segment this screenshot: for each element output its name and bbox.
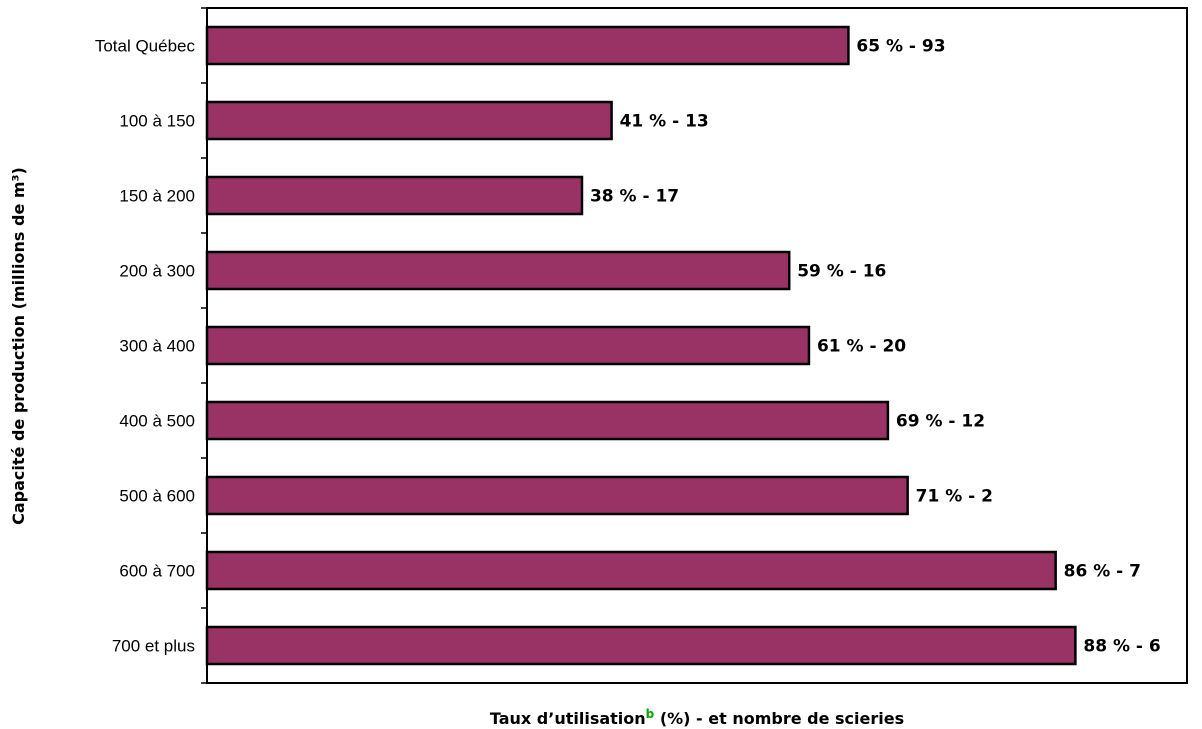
bar (205, 475, 909, 516)
bar (205, 550, 1057, 591)
category-label: 400 à 500 (119, 412, 195, 431)
category-label: 300 à 400 (119, 337, 195, 356)
data-label: 59 % - 16 (797, 262, 886, 282)
data-label: 38 % - 17 (590, 187, 679, 207)
bars-group (205, 25, 1077, 666)
bar (205, 325, 811, 366)
data-label: 86 % - 7 (1064, 562, 1141, 582)
category-label: Total Québec (95, 37, 196, 56)
bar (205, 250, 791, 291)
bar (205, 400, 890, 441)
y-axis-title: Capacité de production (millions de m³) (9, 167, 28, 525)
category-label: 100 à 150 (119, 112, 195, 131)
x-axis-title: Taux d’utilisationb (%) - et nombre de s… (490, 707, 904, 728)
x-axis-title-main: Taux d’utilisation (490, 709, 646, 728)
category-label: 600 à 700 (119, 562, 195, 581)
bar (205, 625, 1077, 666)
bar (205, 25, 850, 66)
bar (205, 100, 613, 141)
data-labels: 65 % - 93 41 % - 13 38 % - 17 59 % - 16 61 %… (590, 37, 1161, 657)
x-axis-title-superscript: b (646, 707, 655, 721)
y-axis-ticks (201, 7, 207, 684)
data-label: 69 % - 12 (896, 412, 985, 432)
data-label: 61 % - 20 (817, 337, 906, 357)
x-axis-title-suffix: (%) - et nombre de scieries (654, 709, 904, 728)
data-label: 71 % - 2 (916, 487, 993, 507)
category-labels: Total Québec 100 à 150 150 à 200 200 à 300 3… (95, 37, 196, 656)
data-label: 65 % - 93 (856, 37, 945, 57)
category-label: 200 à 300 (119, 262, 195, 281)
bar (205, 175, 584, 216)
category-label: 700 et plus (112, 637, 195, 656)
category-label: 150 à 200 (119, 187, 195, 206)
category-label: 500 à 600 (119, 487, 195, 506)
data-label: 41 % - 13 (620, 112, 709, 132)
data-label: 88 % - 6 (1083, 637, 1160, 657)
